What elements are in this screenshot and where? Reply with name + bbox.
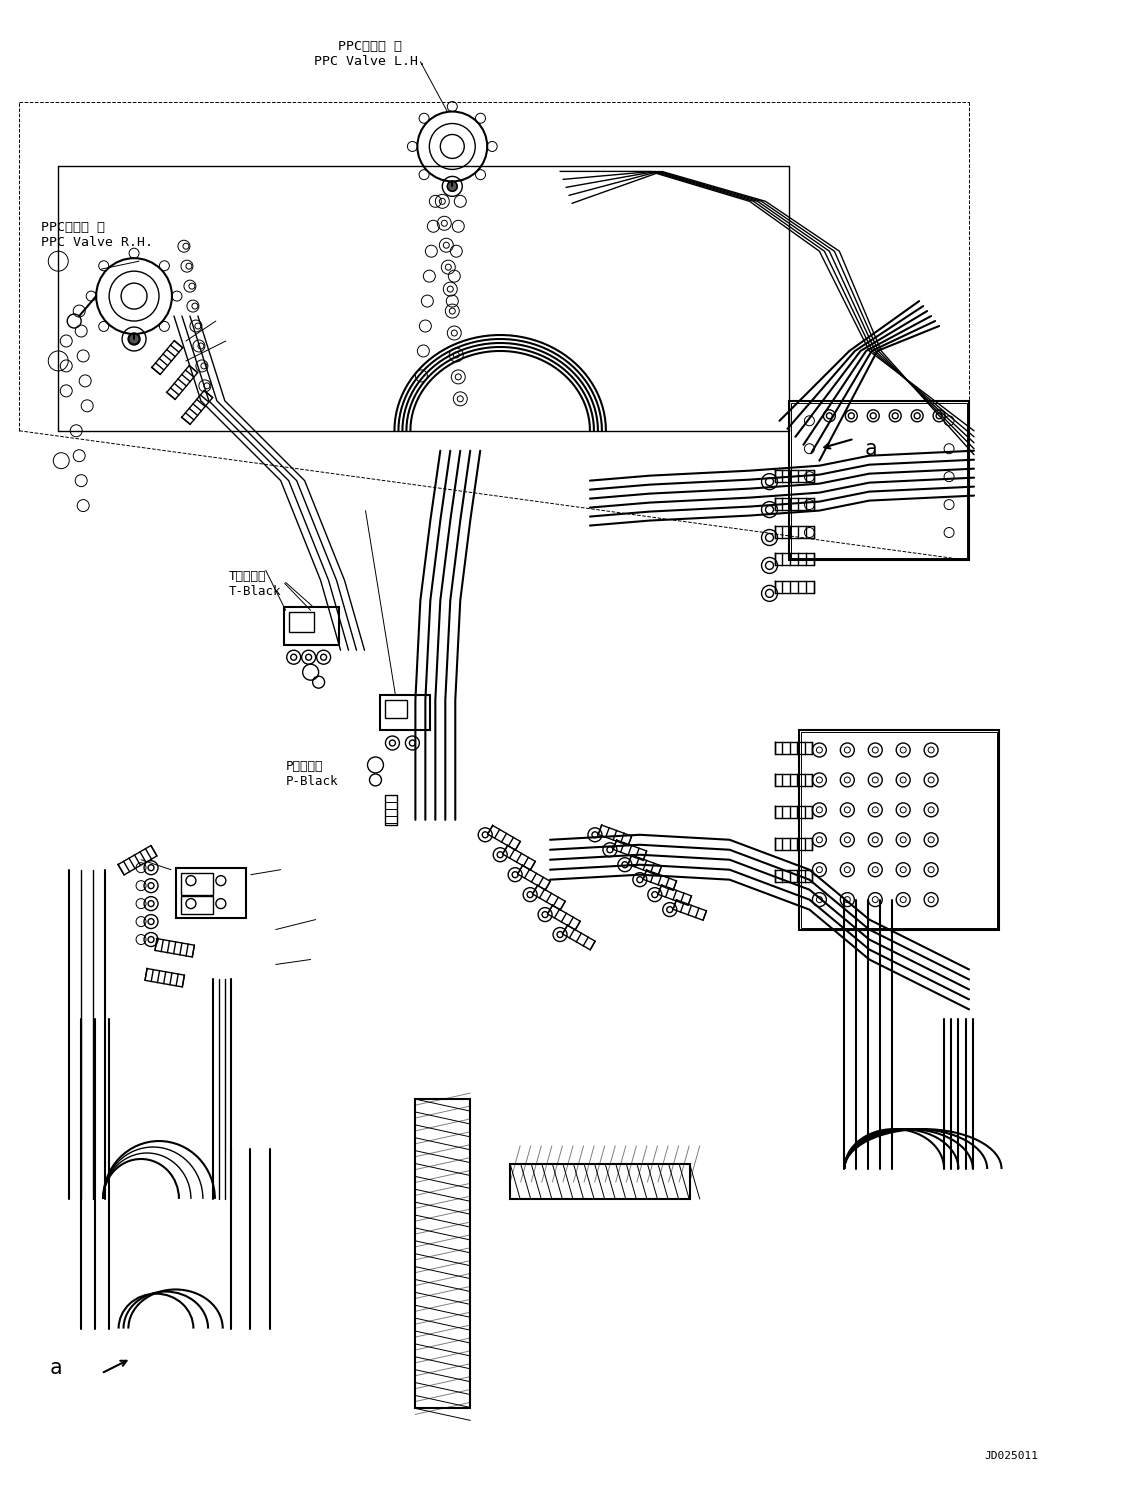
Bar	[801, 732, 997, 927]
Text: PPCバルブ 左
PPC Valve L.H.: PPCバルブ 左 PPC Valve L.H.	[314, 40, 426, 67]
Bar	[385, 795, 398, 825]
Circle shape	[128, 332, 141, 344]
Bar	[381, 695, 431, 731]
Text: Tブロック
T-Black: Tブロック T-Black	[229, 571, 281, 598]
Text: a: a	[864, 438, 877, 459]
Bar	[385, 701, 407, 719]
Bar	[799, 731, 999, 929]
Circle shape	[447, 182, 457, 191]
Bar	[283, 607, 338, 646]
Bar	[181, 896, 213, 914]
Bar	[181, 872, 213, 895]
Text: PPCバルブ 右
PPC Valve R.H.: PPCバルブ 右 PPC Valve R.H.	[41, 221, 153, 249]
Bar	[791, 403, 967, 559]
Bar	[289, 613, 313, 632]
Text: a: a	[49, 1358, 62, 1379]
Bar	[415, 1099, 470, 1409]
Bar	[176, 868, 246, 917]
Text: Pブロック
P-Black: Pブロック P-Black	[286, 760, 338, 787]
Text: JD025011: JD025011	[984, 1451, 1038, 1461]
Bar	[510, 1164, 689, 1199]
Bar	[790, 401, 969, 561]
